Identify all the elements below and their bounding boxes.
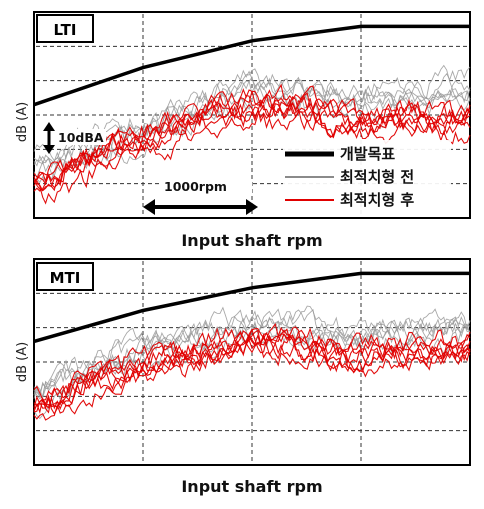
panel-lti: LTI dB (A) Input shaft rpm 10dBA 1000rpm… [15,11,471,250]
legend-label-after: 최적치형 후 [340,191,414,209]
before-trace-mti-3 [33,309,471,400]
after-trace-mti-7 [33,322,471,411]
after-trace-lti-5 [33,95,471,186]
legend-item-after: 최적치형 후 [285,191,414,209]
legend: 개발목표 최적치형 전 최적치형 후 [283,140,451,214]
x-axis-label-lti: Input shaft rpm [181,231,322,250]
after-trace-lti-7 [33,83,471,183]
panel-tag-lti: LTI [54,21,77,39]
annotation-1000rpm-label: 1000rpm [164,179,227,194]
before-trace-mti-2 [33,318,471,399]
target-line-mti [33,271,470,344]
before-trace-lti-6 [33,64,471,162]
after-trace-lti-3 [33,105,471,205]
y-axis-label-lti: dB (A) [15,102,30,142]
x-axis-label-mti: Input shaft rpm [181,477,322,496]
before-trace-mti-6 [33,305,471,398]
legend-item-target: 개발목표 [285,145,395,163]
after-trace-mti-3 [33,327,471,401]
before-trace-lti-5 [33,73,471,168]
panel-mti: MTI dB (A) Input shaft rpm [15,258,471,496]
legend-item-before: 최적치형 전 [285,168,414,186]
after-trace-lti-6 [33,101,471,192]
after-trace-mti-4 [33,338,471,415]
target-line-lti [33,24,470,107]
legend-label-before: 최적치형 전 [340,168,414,186]
panel-tag-box-mti [36,262,94,291]
panel-tag-box-lti [36,14,94,43]
annotation-1000rpm: 1000rpm [143,179,258,215]
series-mti [33,271,471,421]
legend-label-target: 개발목표 [340,145,395,163]
series-lti [33,24,471,205]
annotation-10dba: 10dBA [43,122,106,154]
after-trace-lti-2 [33,91,471,192]
annotation-10dba-label: 10dBA [58,130,104,145]
y-axis-label-mti: dB (A) [15,342,30,382]
panel-tag-mti: MTI [50,269,81,287]
